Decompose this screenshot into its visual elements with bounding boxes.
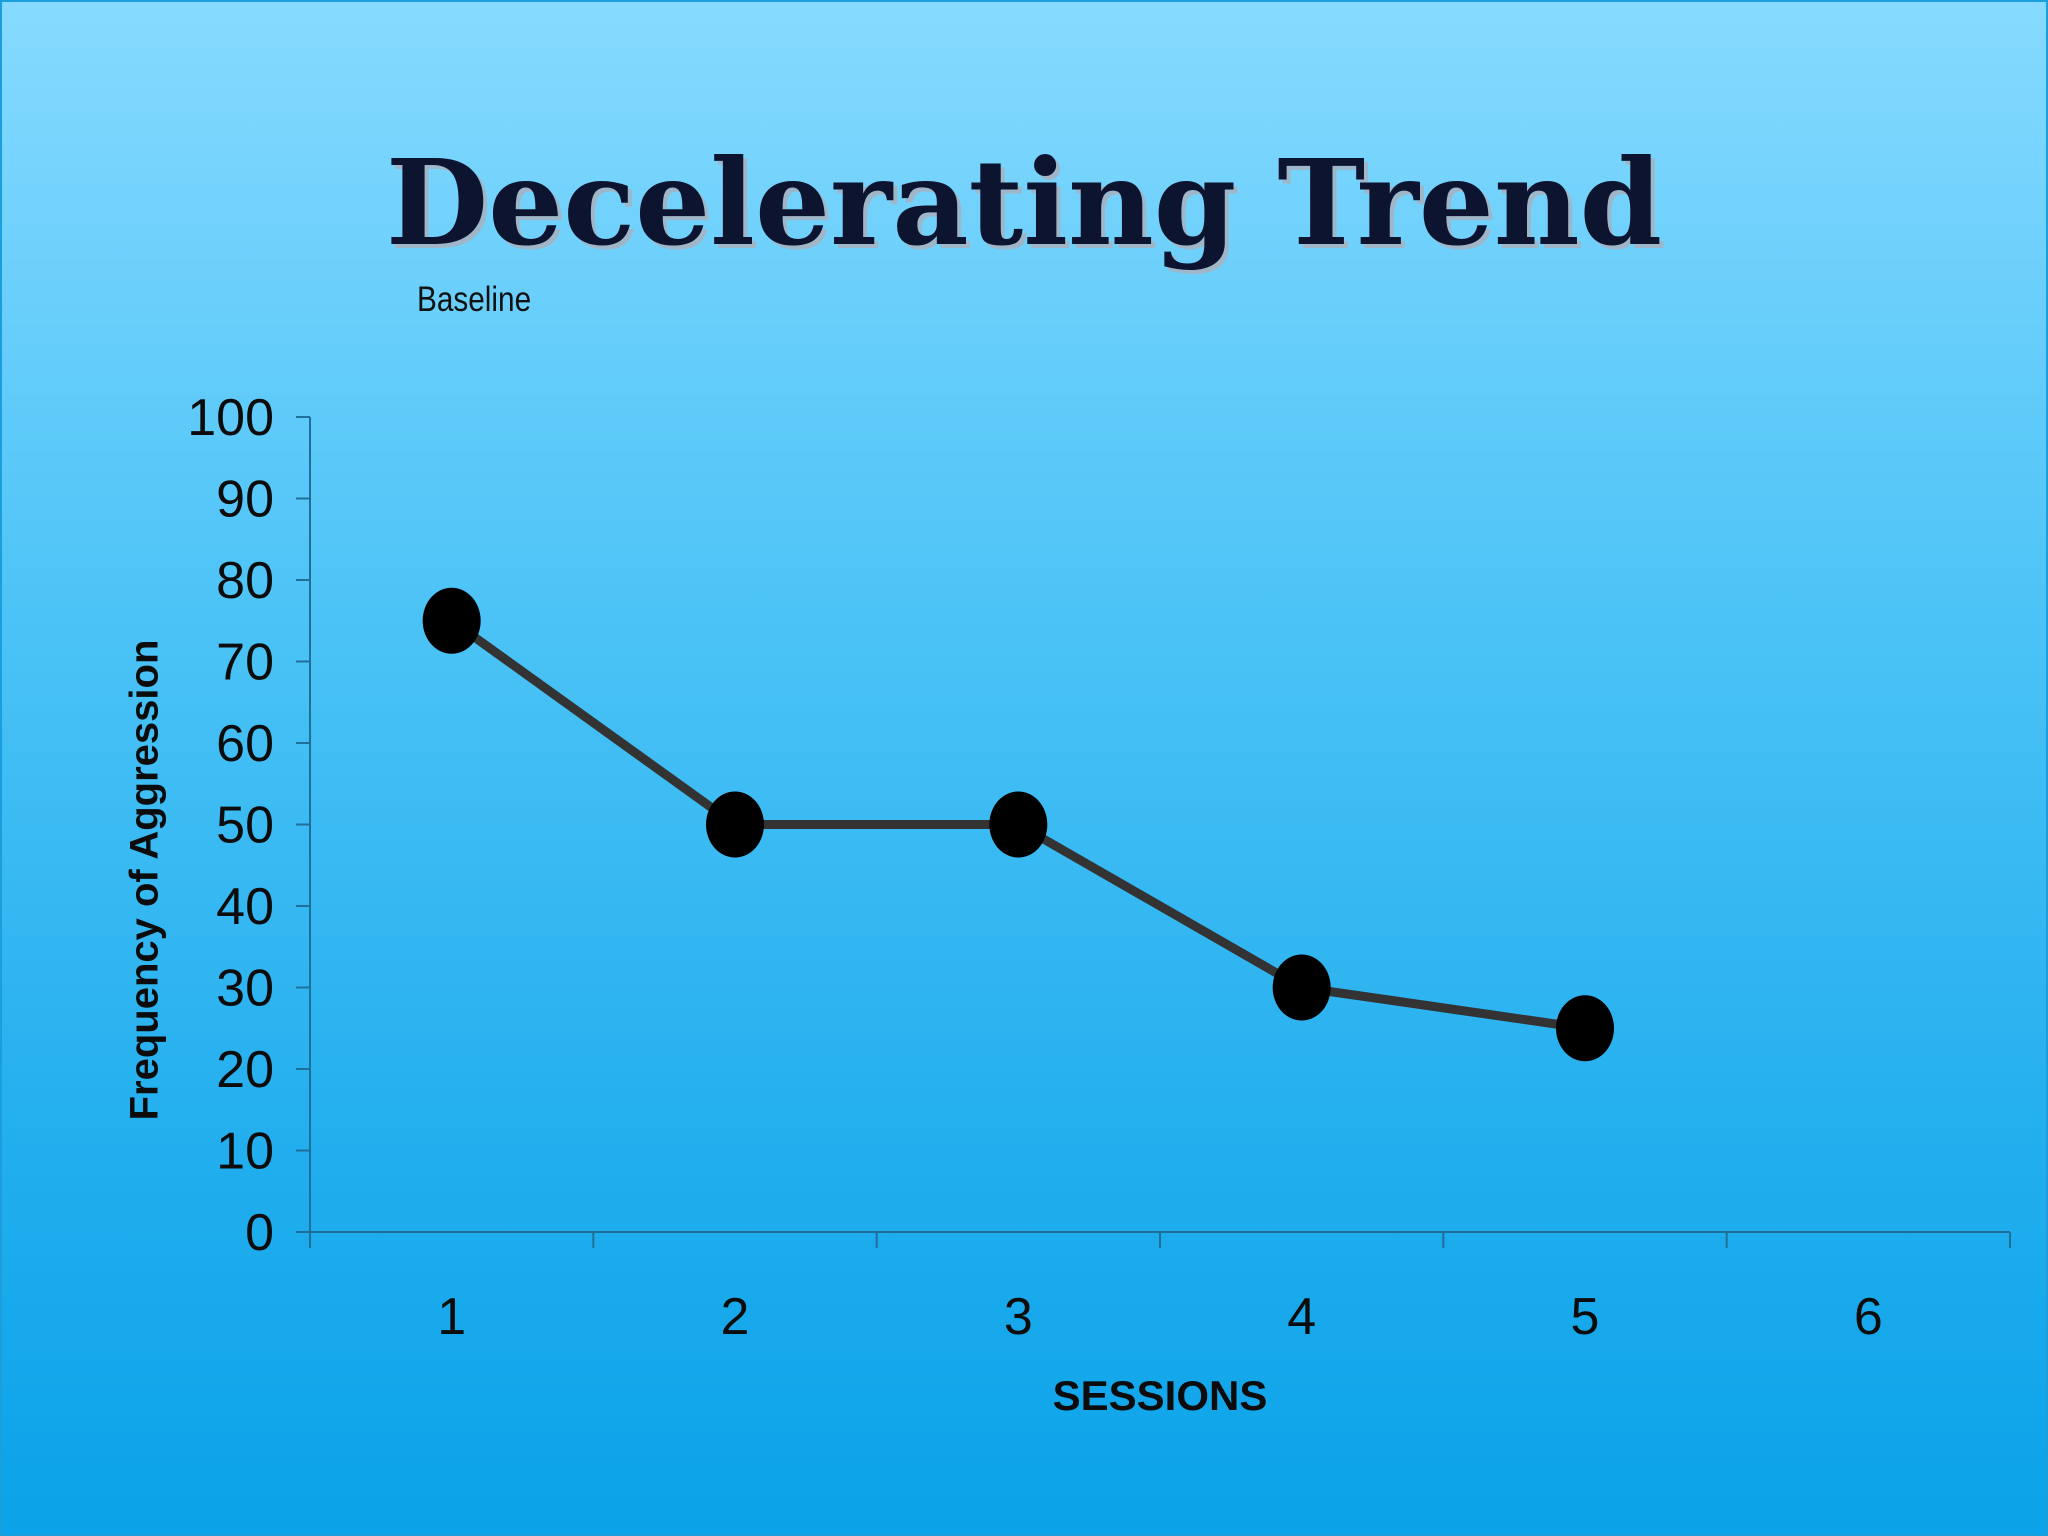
y-tick-label: 30	[216, 960, 274, 1018]
data-point	[989, 791, 1048, 858]
y-tick-label: 90	[216, 471, 274, 529]
y-tick-label: 10	[216, 1123, 274, 1181]
y-tick-label: 40	[216, 878, 274, 936]
y-tick-label: 100	[187, 389, 274, 447]
y-tick-label: 80	[216, 552, 274, 610]
data-point	[422, 587, 481, 654]
data-point	[1272, 954, 1331, 1021]
y-tick-label: 50	[216, 797, 274, 855]
x-tick-label: 2	[721, 1288, 750, 1346]
y-axis-ticks: 0 10 20 30 40 50 60 70 80 90 100	[187, 389, 310, 1262]
chart-axes	[309, 417, 2010, 1248]
y-tick-label: 0	[245, 1204, 274, 1262]
data-point	[1556, 995, 1614, 1062]
x-tick-label: 1	[437, 1288, 466, 1346]
x-axis-label: SESSIONS	[1052, 1372, 1268, 1419]
data-point	[706, 791, 764, 858]
x-tick-label: 3	[1004, 1288, 1033, 1346]
phase-label-baseline: Baseline	[417, 280, 532, 319]
x-tick-label: 4	[1287, 1288, 1316, 1346]
x-tick-label: 6	[1854, 1288, 1883, 1346]
x-axis-ticks: 1 2 3 4 5 6	[437, 1232, 2011, 1346]
chart-title: Decelerating Trend	[385, 133, 1663, 272]
y-tick-label: 70	[216, 634, 274, 692]
y-tick-label: 60	[216, 715, 274, 773]
x-tick-label: 5	[1571, 1288, 1600, 1346]
y-tick-label: 20	[216, 1041, 274, 1099]
data-series	[422, 587, 1614, 1062]
